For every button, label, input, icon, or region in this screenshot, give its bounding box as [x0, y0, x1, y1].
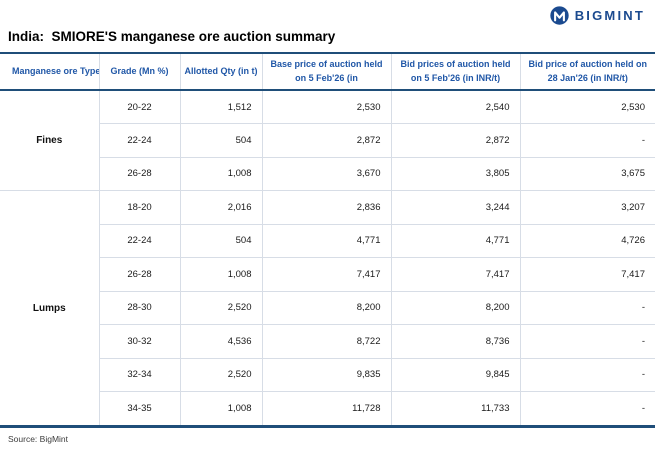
base-price-cell: 4,771: [261, 223, 391, 258]
bid-price-jan28-cell: -: [519, 391, 655, 425]
grade-cell: 28-30: [98, 290, 180, 325]
qty-cell: 1,008: [179, 257, 262, 291]
qty-cell: 2,520: [179, 357, 262, 392]
column-header-bid-price-feb5: Bid prices of auction held on 5 Feb'26 (…: [390, 52, 520, 91]
grade-cell: 34-35: [98, 391, 180, 425]
table-row: Lumps 18-20 2,016 2,836 3,244 3,207: [0, 190, 655, 425]
grade-cell: 32-34: [98, 357, 180, 392]
bid-price-feb5-cell: 11,733: [390, 391, 520, 425]
auction-table: Manganese ore Type Grade (Mn %) Allotted…: [0, 52, 655, 425]
base-price-cell: 3,670: [261, 156, 391, 191]
base-price-cell: 9,835: [261, 357, 391, 392]
column-header-grade: Grade (Mn %): [98, 52, 180, 91]
bid-price-jan28-cell: -: [519, 290, 655, 325]
qty-cell: 2,016: [179, 190, 262, 224]
qty-cell: 1,008: [179, 156, 262, 191]
auction-table-body: Fines 20-22 1,512 2,530 2,540 2,530 22-24 504 2,…: [0, 90, 655, 425]
table-row: 22-24 504 2,872 2,872-: [0, 123, 655, 157]
qty-cell: 2,520: [179, 290, 262, 325]
qty-cell: 504: [179, 123, 262, 157]
bid-price-feb5-cell: 8,736: [390, 324, 520, 358]
column-header-allotted-qty: Allotted Qty (in t): [179, 52, 262, 91]
bid-price-feb5-cell: 8,200: [390, 290, 520, 325]
table-row: Fines 20-22 1,512 2,530 2,540 2,530: [0, 90, 655, 146]
base-price-cell: 2,872: [261, 123, 391, 157]
brand-name: BIGMINT: [574, 8, 645, 23]
bid-price-feb5-cell: 4,771: [390, 223, 520, 258]
brand-logo: BIGMINT: [549, 5, 645, 26]
bid-price-jan28-cell: 4,726: [519, 223, 655, 258]
table-row: 26-28 1,008 3,670 3,805 3,675: [0, 156, 655, 191]
table-row: 32-34 2,520 9,835 9,845-: [0, 357, 655, 392]
column-header-base-price: Base price of auction held on 5 Feb'26 (…: [261, 52, 391, 91]
grade-cell: 20-22: [98, 90, 180, 124]
grade-cell: 26-28: [98, 156, 180, 191]
grade-cell: 22-24: [98, 223, 180, 258]
table-row: 34-35 1,008 11,728 11,733-: [0, 391, 655, 425]
table-header-row: Manganese ore Type Grade (Mn %) Allotted…: [0, 52, 655, 91]
base-price-cell: 7,417: [261, 257, 391, 291]
bid-price-feb5-cell: 2,872: [390, 123, 520, 157]
bid-price-feb5-cell: 2,540: [390, 90, 520, 124]
grade-cell: 18-20: [98, 190, 180, 224]
table-row: 28-30 2,520 8,200 8,200-: [0, 290, 655, 325]
bid-price-jan28-cell: 2,530: [519, 90, 655, 124]
bid-price-feb5-cell: 3,805: [390, 156, 520, 191]
bid-price-feb5-cell: 7,417: [390, 257, 520, 291]
base-price-cell: 11,728: [261, 391, 391, 425]
bid-price-jan28-cell: -: [519, 123, 655, 157]
bid-price-feb5-cell: 3,244: [390, 190, 520, 224]
base-price-cell: 2,530: [261, 90, 391, 124]
table-row: 26-28 1,008 7,417 7,417 7,417: [0, 257, 655, 291]
qty-cell: 1,008: [179, 391, 262, 425]
base-price-cell: 8,722: [261, 324, 391, 358]
bid-price-jan28-cell: -: [519, 324, 655, 358]
bid-price-jan28-cell: 7,417: [519, 257, 655, 291]
table-row: 30-32 4,536 8,722 8,736-: [0, 324, 655, 358]
bid-price-jan28-cell: 3,675: [519, 156, 655, 191]
bid-price-jan28-cell: 3,207: [519, 190, 655, 224]
grade-cell: 22-24: [98, 123, 180, 157]
page-title: India: SMIORE'S manganese ore auction su…: [8, 29, 336, 44]
qty-cell: 1,512: [179, 90, 262, 124]
column-header-type: Manganese ore Type: [0, 52, 99, 91]
bigmint-logo-icon: [550, 6, 569, 25]
bid-price-jan28-cell: -: [519, 357, 655, 392]
qty-cell: 504: [179, 223, 262, 258]
type-group-cell: Lumps: [0, 190, 99, 425]
bid-price-feb5-cell: 9,845: [390, 357, 520, 392]
column-header-bid-price-jan28: Bid price of auction held on 28 Jan'26 (…: [519, 52, 655, 91]
qty-cell: 4,536: [179, 324, 262, 358]
auction-table-container: Manganese ore Type Grade (Mn %) Allotted…: [0, 52, 655, 428]
type-group-cell: Fines: [36, 135, 63, 146]
grade-cell: 26-28: [98, 257, 180, 291]
grade-cell: 30-32: [98, 324, 180, 358]
table-row: 22-24 504 4,771 4,771 4,726: [0, 223, 655, 258]
source-attribution: Source: BigMint: [8, 434, 68, 444]
base-price-cell: 8,200: [261, 290, 391, 325]
base-price-cell: 2,836: [261, 190, 391, 224]
